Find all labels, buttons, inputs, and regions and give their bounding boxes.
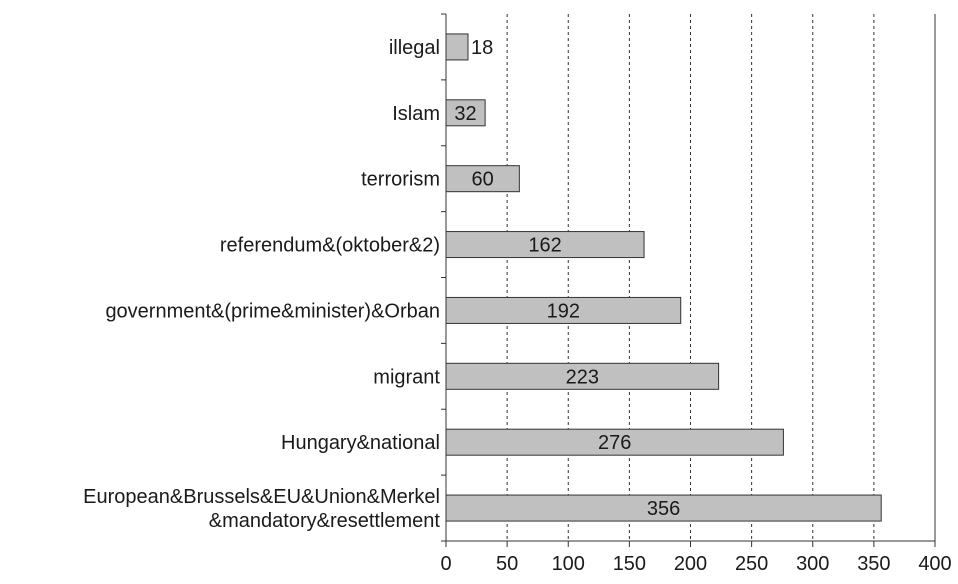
- x-tick-label: 100: [552, 553, 585, 575]
- data-label: 223: [566, 366, 599, 388]
- data-label: 32: [454, 103, 476, 125]
- labels: 18 32 60 162 192 223 276 356 0 50 100 150 200 250 300 3…: [83, 37, 952, 575]
- bar: [445, 362, 720, 390]
- category-label: &mandatory&resettlement: [209, 510, 441, 532]
- data-label: 18: [471, 37, 493, 59]
- data-label: 162: [528, 235, 561, 257]
- x-tick-label: 50: [496, 553, 518, 575]
- x-tick-label: 200: [674, 553, 707, 575]
- x-tick-label: 400: [918, 553, 951, 575]
- bar: [445, 99, 486, 127]
- category-label: illegal: [389, 37, 440, 59]
- category-label: migrant: [373, 366, 440, 388]
- category-label: terrorism: [361, 169, 440, 191]
- x-tick-label: 0: [440, 553, 451, 575]
- bar: [445, 33, 469, 61]
- category-label: Hungary&national: [281, 432, 440, 454]
- bars: [445, 33, 882, 522]
- bar: [445, 428, 784, 456]
- bar: [445, 296, 682, 324]
- category-label: referendum&(oktober&2): [220, 235, 440, 257]
- category-label: Islam: [392, 103, 440, 125]
- x-tick-label: 150: [613, 553, 646, 575]
- x-tick-label: 250: [735, 553, 768, 575]
- data-label: 60: [472, 169, 494, 191]
- axes: [441, 13, 936, 547]
- category-label: European&Brussels&EU&Union&Merkel: [83, 486, 440, 508]
- x-tick-label: 300: [796, 553, 829, 575]
- bar: [445, 494, 882, 522]
- grid-lines: [506, 14, 936, 541]
- x-tick-label: 350: [857, 553, 890, 575]
- data-label: 356: [647, 498, 680, 520]
- bar: [445, 165, 520, 193]
- data-label: 276: [598, 432, 631, 454]
- bar: [445, 231, 645, 259]
- data-label: 192: [547, 300, 580, 322]
- category-label: government&(prime&minister)&Orban: [105, 300, 440, 322]
